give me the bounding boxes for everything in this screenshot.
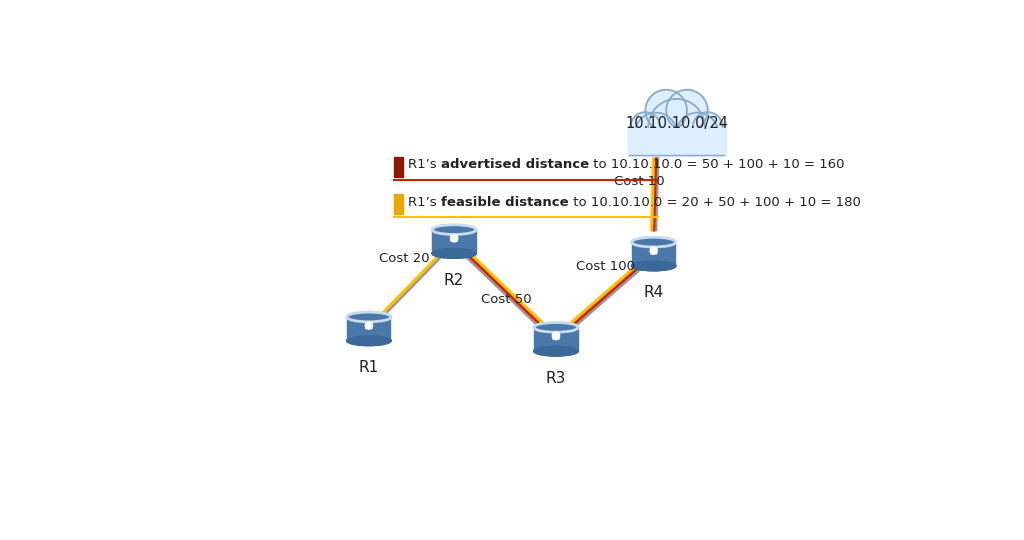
Text: Cost 10: Cost 10 [613,175,665,188]
Ellipse shape [432,248,476,258]
Circle shape [645,90,687,131]
Text: Cost 100: Cost 100 [577,260,635,273]
Ellipse shape [347,312,391,322]
Text: 10.10.10.0/24: 10.10.10.0/24 [625,116,728,131]
Ellipse shape [534,346,579,356]
Text: R2: R2 [444,273,464,288]
Ellipse shape [347,336,391,346]
Bar [394,194,403,214]
Circle shape [693,112,723,142]
Text: Cost 20: Cost 20 [379,252,429,265]
Bar [628,128,726,156]
Text: R3: R3 [546,370,566,386]
Ellipse shape [534,346,579,356]
Text: to 10.10.10.0 = 50 + 100 + 10 = 160: to 10.10.10.0 = 50 + 100 + 10 = 160 [590,158,845,171]
Circle shape [635,113,677,154]
Text: R1: R1 [358,360,379,375]
Text: advertised distance: advertised distance [441,158,590,171]
Text: feasible distance: feasible distance [441,195,569,208]
Text: R1’s: R1’s [409,195,441,208]
Bar [394,157,403,177]
Ellipse shape [432,225,476,234]
Ellipse shape [347,336,391,346]
Text: R1’s: R1’s [409,158,441,171]
Ellipse shape [432,248,476,258]
Text: Cost 50: Cost 50 [481,293,531,306]
Bar [628,125,726,154]
Bar [432,230,476,253]
Text: R4: R4 [643,285,664,300]
Ellipse shape [534,322,579,332]
Circle shape [667,90,708,131]
Bar [347,317,390,341]
Circle shape [631,112,660,142]
Circle shape [677,113,718,154]
Circle shape [648,99,705,156]
Bar [535,327,578,351]
Bar [632,242,675,266]
Text: to 10.10.10.0 = 20 + 50 + 100 + 10 = 180: to 10.10.10.0 = 20 + 50 + 100 + 10 = 180 [569,195,861,208]
Ellipse shape [632,237,676,247]
Ellipse shape [632,261,676,271]
Ellipse shape [632,261,676,271]
